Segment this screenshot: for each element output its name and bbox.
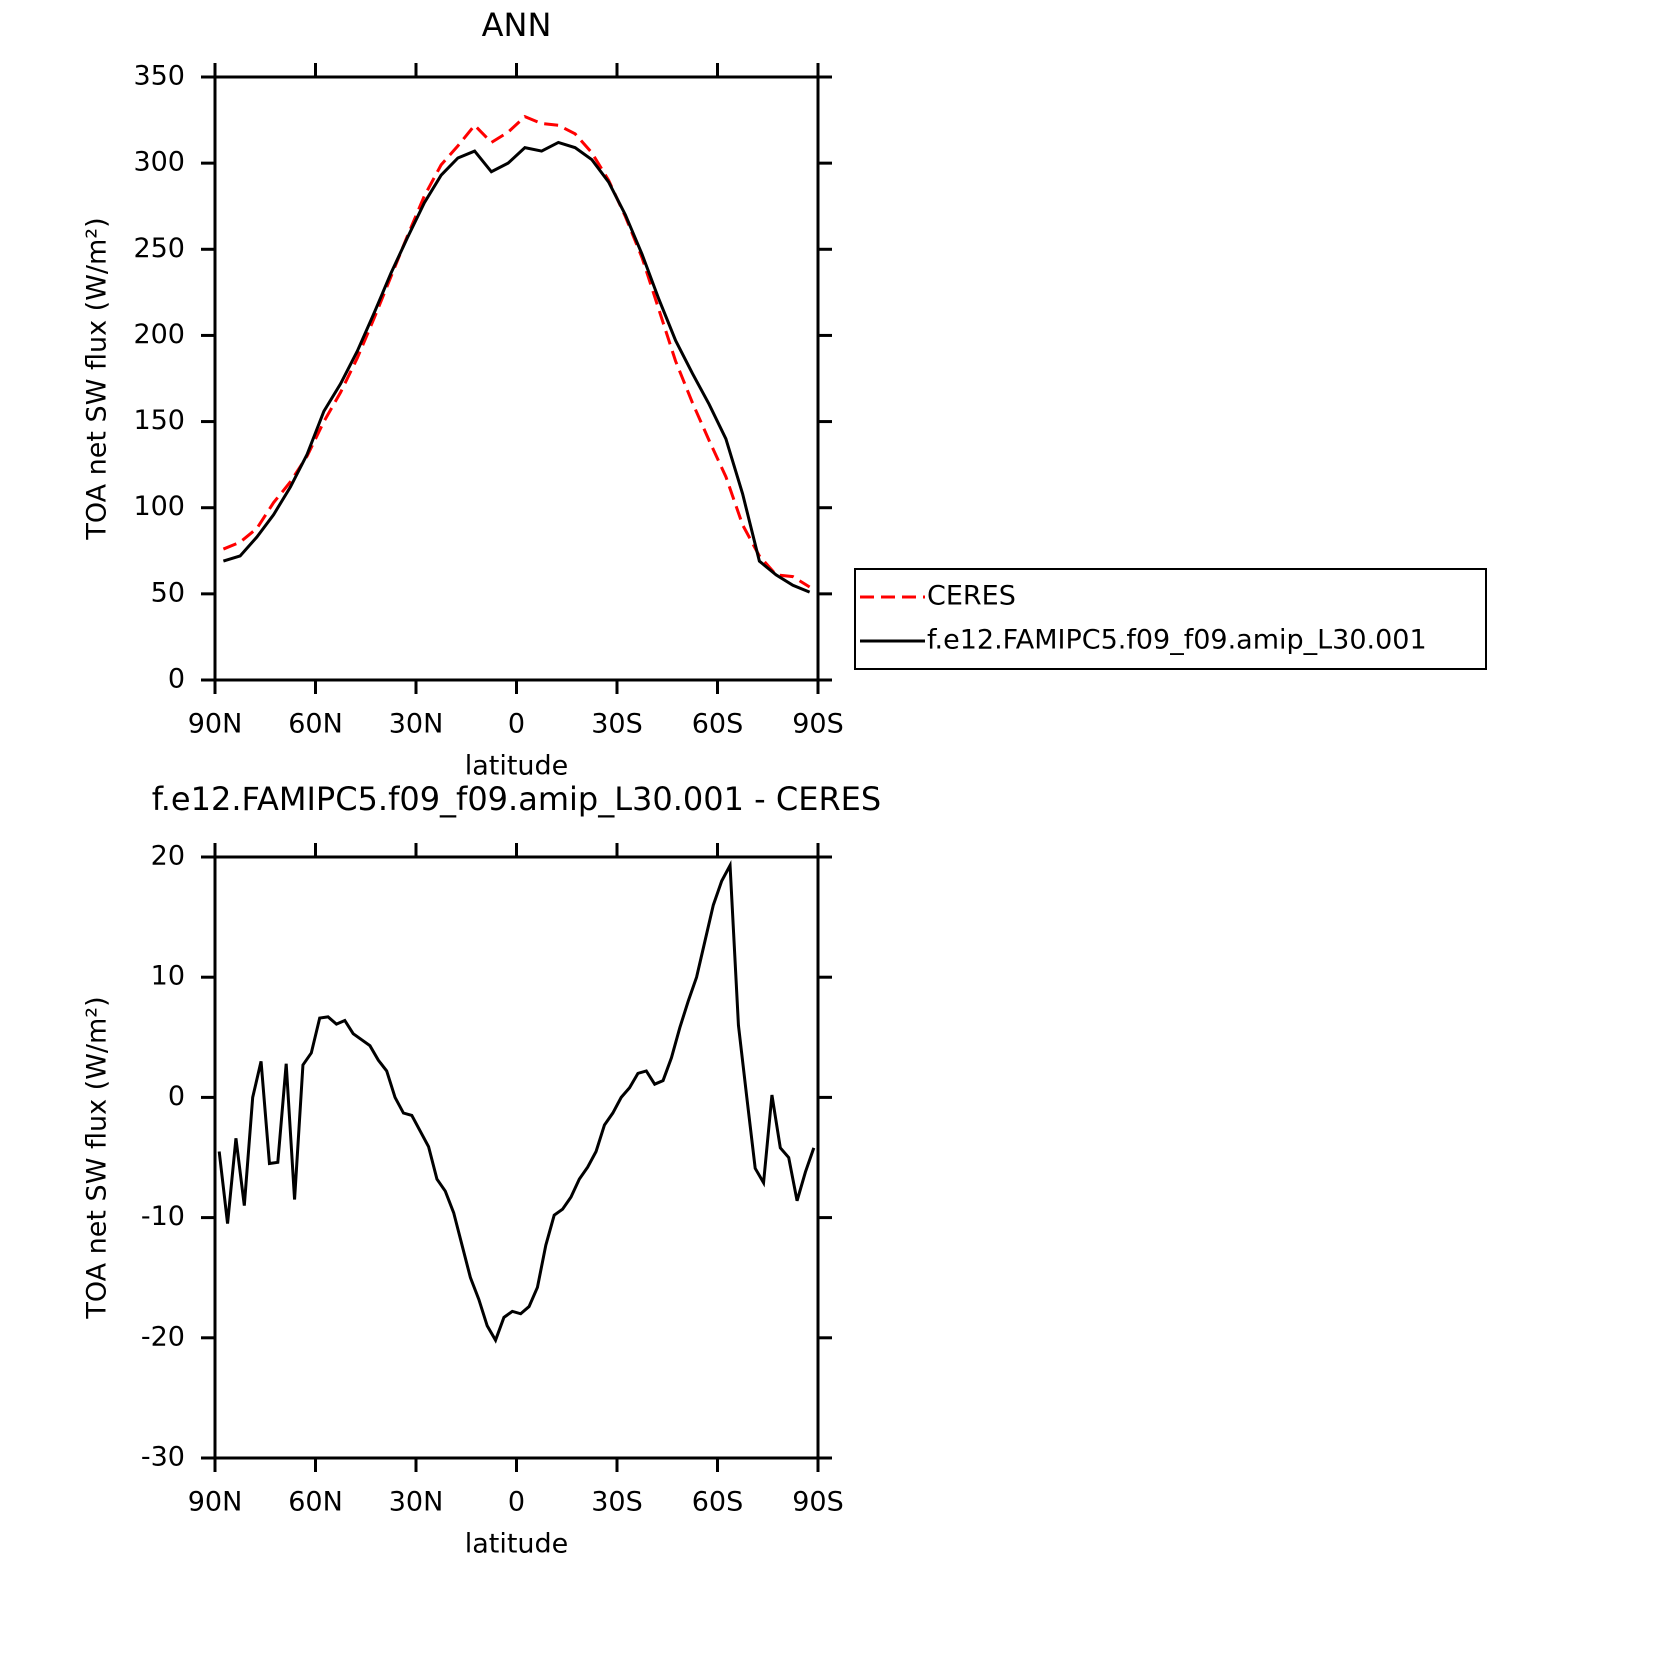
x-tick-label: 30N xyxy=(389,1487,444,1518)
data-line xyxy=(222,114,811,589)
chart-title: ANN xyxy=(482,6,552,44)
y-tick-label: -30 xyxy=(141,1442,185,1473)
y-tick-label: 0 xyxy=(168,664,185,695)
y-tick-label: -20 xyxy=(141,1321,185,1352)
y-tick-label: -10 xyxy=(141,1201,185,1232)
y-tick-label: 150 xyxy=(133,405,185,436)
x-tick-label: 90N xyxy=(188,1487,243,1518)
x-tick-label: 90S xyxy=(792,1487,844,1518)
x-tick-label: 30S xyxy=(591,1487,643,1518)
x-tick-label: 60N xyxy=(288,1487,343,1518)
x-tick-label: 30S xyxy=(591,709,643,740)
y-tick-label: 200 xyxy=(133,319,185,350)
y-tick-label: 50 xyxy=(151,577,185,608)
x-tick-label: 60S xyxy=(692,709,744,740)
x-tick-label: 90N xyxy=(188,709,243,740)
y-tick-label: 300 xyxy=(133,147,185,178)
x-tick-label: 60S xyxy=(692,1487,744,1518)
y-tick-label: 20 xyxy=(151,841,185,872)
x-tick-label: 0 xyxy=(508,709,525,740)
x-tick-label: 30N xyxy=(389,709,444,740)
y-tick-label: 0 xyxy=(168,1081,185,1112)
x-tick-label: 60N xyxy=(288,709,343,740)
y-tick-label: 350 xyxy=(133,61,185,92)
y-tick-label: 10 xyxy=(151,961,185,992)
y-axis-label: TOA net SW flux (W/m²) xyxy=(82,217,113,540)
x-axis-label: latitude xyxy=(465,1529,569,1560)
chart-title: f.e12.FAMIPC5.f09_f09.amip_L30.001 - CER… xyxy=(152,780,881,818)
data-line xyxy=(217,859,816,1344)
plot-frame xyxy=(213,75,820,682)
x-axis-label: latitude xyxy=(465,751,569,782)
legend-box xyxy=(854,568,1487,670)
x-tick-label: 90S xyxy=(792,709,844,740)
y-axis-label: TOA net SW flux (W/m²) xyxy=(82,996,113,1319)
legend-label: f.e12.FAMIPC5.f09_f09.amip_L30.001 xyxy=(927,625,1427,656)
x-tick-label: 0 xyxy=(508,1487,525,1518)
plot-frame xyxy=(213,855,820,1460)
legend-label: CERES xyxy=(927,581,1016,612)
y-tick-label: 100 xyxy=(133,491,185,522)
data-line xyxy=(222,140,811,594)
y-tick-label: 250 xyxy=(133,233,185,264)
